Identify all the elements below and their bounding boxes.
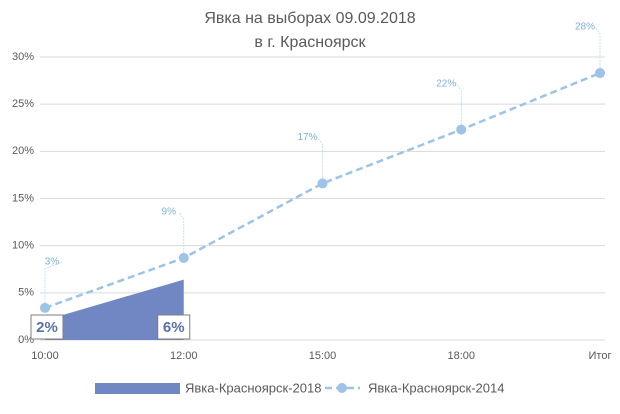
leader-line: [594, 26, 601, 69]
y-tick-label: 20%: [12, 145, 34, 157]
x-tick-label: 15:00: [309, 350, 337, 362]
data-label: 2%: [36, 319, 58, 336]
data-label: 28%: [575, 22, 595, 33]
data-label-box: [157, 314, 191, 340]
marker: [40, 302, 50, 313]
marker: [178, 252, 189, 263]
data-label: 22%: [436, 78, 456, 89]
x-tick-label: 18:00: [447, 350, 475, 362]
marker: [456, 124, 467, 135]
data-label: 17%: [297, 132, 317, 143]
leader-line: [178, 211, 185, 253]
marker: [317, 178, 328, 189]
chart-title: Явка на выборах 09.09.2018: [204, 10, 415, 27]
legend-swatch: [95, 383, 180, 394]
data-label: 3%: [45, 257, 60, 268]
x-tick-label: 12:00: [170, 350, 198, 362]
y-tick-label: 0%: [18, 334, 34, 346]
chart-subtitle: в г. Красноярск: [254, 34, 366, 51]
leader-line: [455, 83, 462, 125]
legend-label: Явка-Красноярск-2018: [185, 380, 321, 395]
data-label: 9%: [162, 207, 177, 218]
y-tick-label: 15%: [12, 192, 34, 204]
marker: [595, 68, 605, 79]
y-tick-label: 5%: [18, 287, 34, 299]
data-label: 6%: [163, 319, 185, 336]
area: [45, 279, 184, 340]
legend-marker: [337, 383, 347, 393]
x-tick-label: 10:00: [31, 350, 59, 362]
y-tick-label: 30%: [12, 51, 34, 63]
leader-line: [44, 261, 63, 303]
leader-line: [317, 137, 323, 179]
x-tick-label: Итог: [589, 350, 612, 362]
y-tick-label: 25%: [12, 98, 34, 110]
y-tick-label: 10%: [12, 240, 34, 252]
legend-label: Явка-Красноярск-2014: [368, 380, 504, 395]
data-label-box: [30, 314, 64, 340]
